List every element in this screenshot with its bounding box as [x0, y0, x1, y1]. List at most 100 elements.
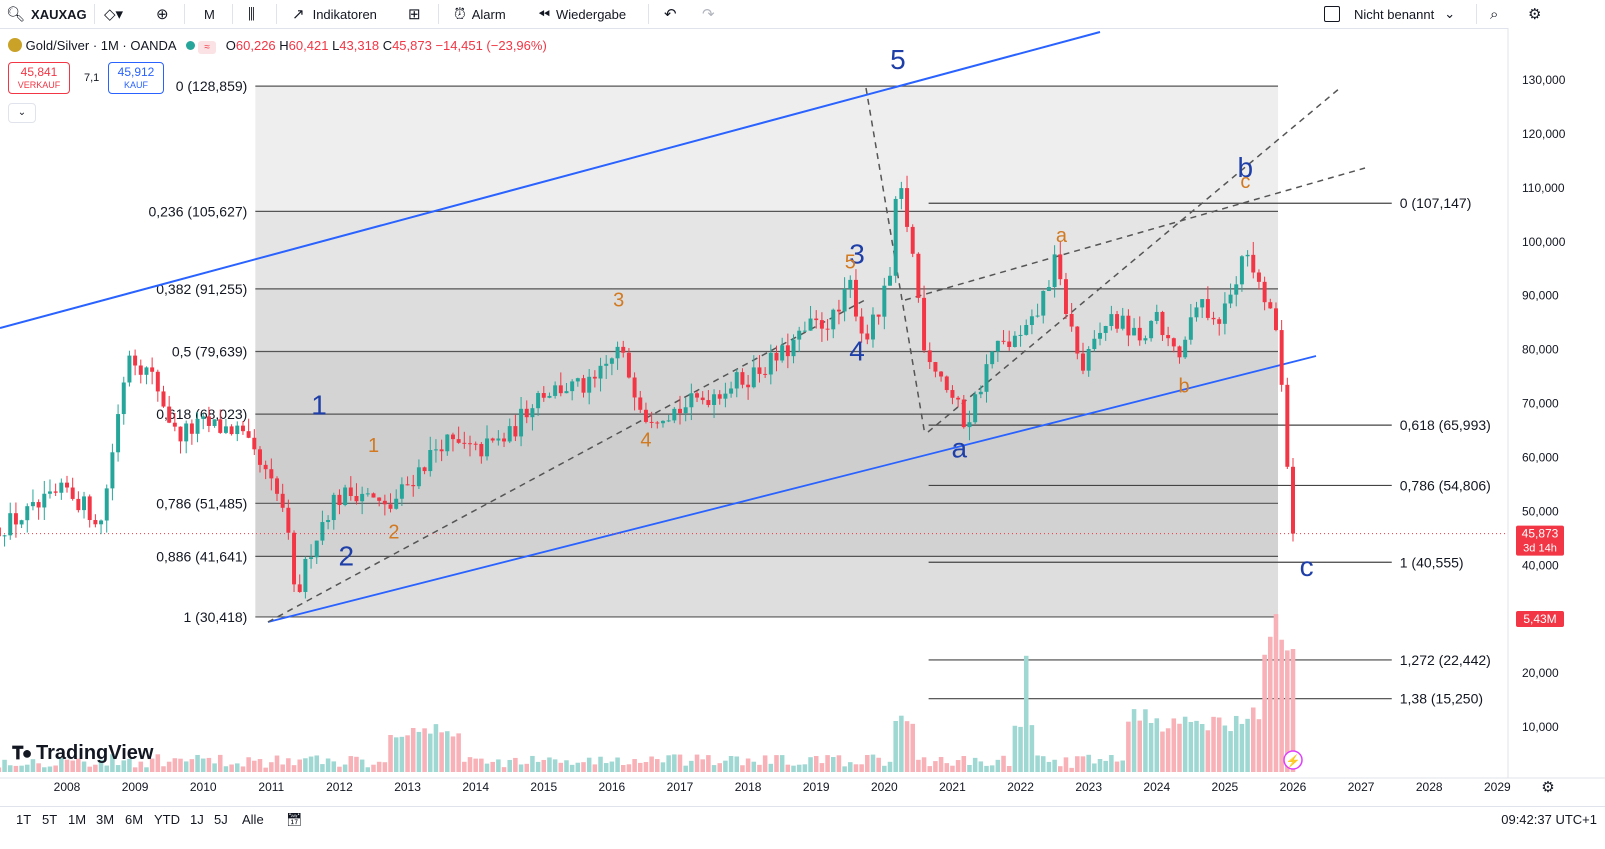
candle-body [581, 378, 586, 393]
volume-bar [887, 761, 893, 772]
chart-type-button[interactable]: ⫼ [248, 0, 255, 28]
candle-body [422, 467, 427, 472]
add-symbol-button[interactable]: ⊕ [156, 0, 169, 28]
candle [428, 436, 433, 477]
quick-search-button[interactable]: ⌕ [1490, 0, 1498, 28]
volume-bar [405, 735, 410, 772]
volume-bar [569, 764, 575, 772]
volume-bar [1126, 721, 1131, 772]
candle-body [1075, 326, 1080, 354]
candle [1234, 276, 1239, 307]
timeframe-5j[interactable]: 5J [214, 812, 228, 827]
candle-body [592, 376, 597, 379]
volume-bar [359, 759, 365, 772]
interval-button[interactable]: M [204, 6, 215, 22]
sell-button[interactable]: 45,841 VERKAUF [8, 62, 70, 94]
axis-settings-icon[interactable]: ⚙ [1541, 779, 1554, 796]
candle-body [121, 382, 126, 415]
layout-name-button[interactable]: Nicht benannt ⌄ [1324, 0, 1455, 28]
wave-label: 3 [613, 289, 624, 311]
goto-date-button[interactable]: 📅︎ [286, 812, 303, 828]
timeframe-ytd[interactable]: YTD [154, 812, 180, 827]
settings-button[interactable]: ⚙︎ [1528, 0, 1541, 28]
candle [269, 458, 274, 491]
compare-button[interactable]: ◇▾ [104, 0, 123, 28]
timeframe-1j[interactable]: 1J [190, 812, 204, 827]
candle-body [649, 421, 654, 423]
candle [303, 556, 308, 599]
candle-body [87, 496, 92, 521]
candle-body [808, 318, 813, 331]
logo-text: TradingView [36, 742, 154, 764]
timeframe-alle[interactable]: Alle [242, 812, 264, 827]
price-chart[interactable]: 0 (128,859) 0,236 (105,627) 0,382 (91,255)… [0, 28, 1605, 806]
volume-bar [1199, 723, 1205, 772]
price-axis: 130,000 120,000 110,000 100,000 90,000 80,000… [1507, 28, 1605, 778]
volume-bar [836, 755, 842, 772]
candle [1279, 319, 1284, 392]
volume-bar [376, 761, 382, 772]
redo-button[interactable]: ↷ [702, 0, 715, 28]
candle [757, 355, 762, 383]
candle-body [496, 438, 501, 441]
wave-label: c [1240, 171, 1250, 193]
candle-body [1143, 338, 1148, 341]
timeframe-1t[interactable]: 1T [16, 812, 32, 827]
replay-button[interactable]: ⏪︎ Wiedergabe [538, 0, 626, 28]
candle [848, 275, 853, 298]
candle [910, 224, 915, 258]
candle [1081, 342, 1085, 375]
volume-bar [1012, 725, 1018, 772]
timeframe-6m[interactable]: 6M [125, 812, 144, 827]
candle-body [1217, 319, 1222, 324]
buy-button[interactable]: 45,912 KAUF [108, 62, 164, 94]
volume-bar [513, 757, 518, 772]
undo-button[interactable]: ↶ [664, 0, 677, 28]
tradingview-logo[interactable]: 𝐓● TradingView [12, 742, 153, 765]
candle-body [922, 297, 927, 351]
candle-body [388, 504, 393, 509]
undo-icon: ↶ [664, 5, 677, 23]
checkbox-square-icon [1324, 6, 1340, 22]
event-marker-icon[interactable] [1283, 750, 1303, 770]
candle [649, 411, 654, 429]
candle-body [1256, 272, 1261, 282]
volume-bar [1120, 760, 1125, 772]
volume-bar [507, 759, 512, 772]
candle [1086, 346, 1091, 377]
volume-bar [127, 759, 132, 772]
candle [916, 252, 921, 303]
candle [978, 385, 983, 399]
timeframe-5t[interactable]: 5T [42, 812, 58, 827]
candle [1132, 318, 1137, 336]
volume-bar [462, 761, 467, 772]
candle [212, 419, 217, 428]
volume-bar [467, 757, 473, 772]
candle-body [729, 388, 734, 394]
candle-body [490, 438, 495, 441]
candle [524, 400, 529, 424]
volume-bar [382, 762, 388, 772]
candle-body [1200, 299, 1205, 308]
candle [581, 374, 586, 398]
volume-bar [728, 755, 734, 772]
candle [8, 502, 13, 540]
candle [1137, 316, 1142, 346]
candle [240, 421, 245, 435]
alert-button[interactable]: ⏰︎ Alarm [454, 0, 506, 28]
volume-bar [13, 765, 19, 772]
buy-price: 45,912 [117, 65, 155, 79]
volume-bar [547, 757, 552, 772]
collapse-legend-button[interactable]: ⌄ [8, 103, 36, 123]
candle [1268, 298, 1273, 309]
indicators-button[interactable]: ↗ Indikatoren [292, 0, 377, 28]
candle [172, 412, 177, 432]
timeframe-3m[interactable]: 3M [96, 812, 115, 827]
candle [343, 484, 348, 507]
volume-bar [1154, 718, 1160, 772]
volume-bar [808, 757, 813, 772]
symbol-search[interactable]: 🔍︎ XAUXAG [6, 0, 87, 28]
timeframe-1m[interactable]: 1M [68, 812, 87, 827]
layouts-button[interactable]: ⊞ [408, 0, 421, 28]
volume-bar [768, 763, 774, 772]
